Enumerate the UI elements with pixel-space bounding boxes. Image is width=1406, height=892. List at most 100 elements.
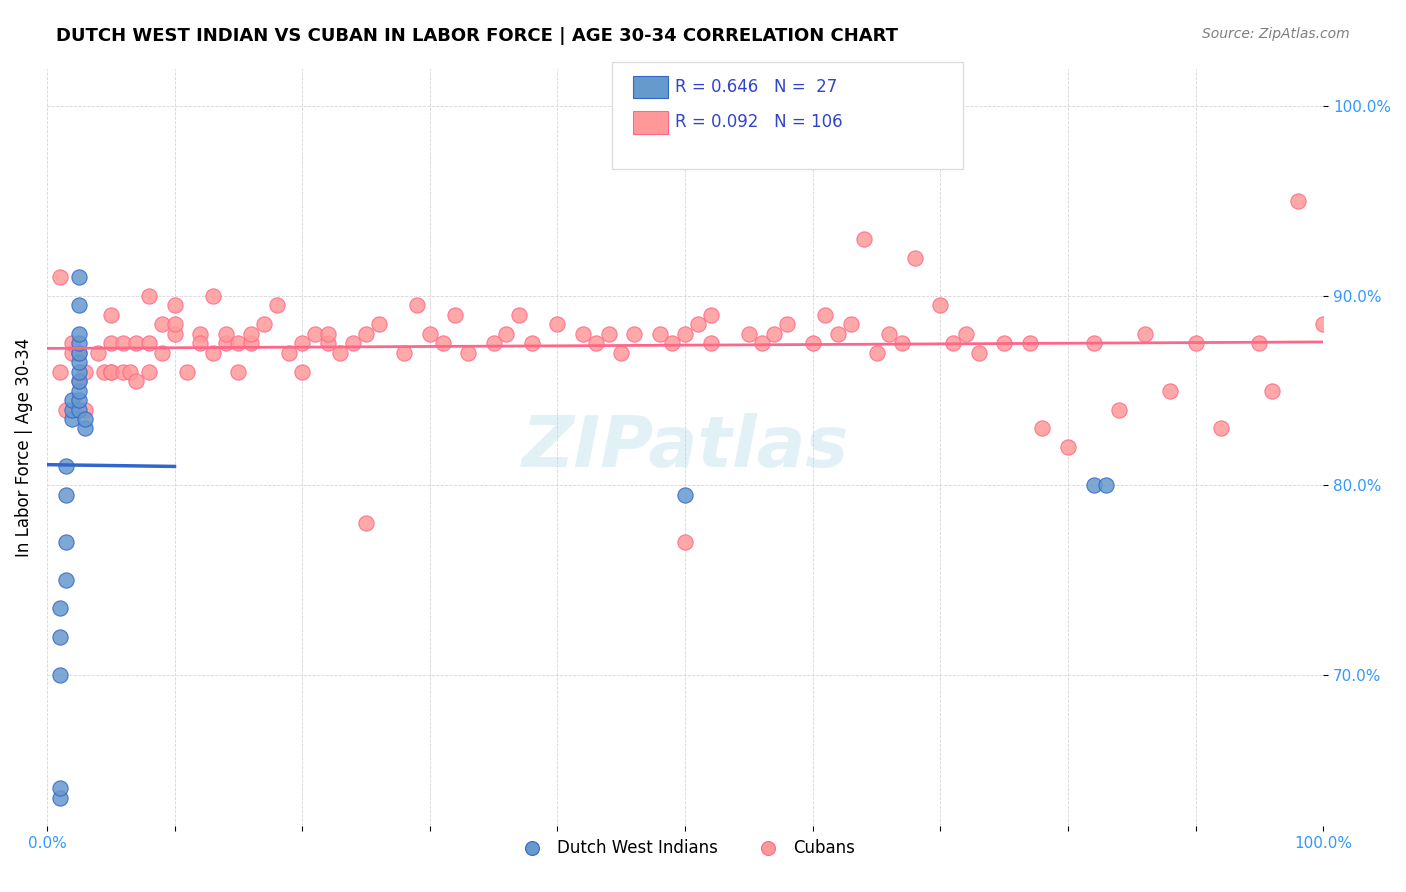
Point xyxy=(201,345,224,359)
Point xyxy=(62,402,84,417)
Point xyxy=(150,318,173,332)
Point xyxy=(316,336,339,351)
Point xyxy=(75,412,97,426)
Point xyxy=(55,402,77,417)
Point xyxy=(67,336,90,351)
Point xyxy=(67,365,90,379)
Text: R = 0.646   N =  27: R = 0.646 N = 27 xyxy=(675,78,837,95)
Point xyxy=(1312,318,1334,332)
Point xyxy=(508,308,530,322)
Point xyxy=(1031,421,1053,435)
Point xyxy=(751,336,773,351)
Point xyxy=(304,326,326,341)
Point xyxy=(138,336,160,351)
Point xyxy=(93,365,115,379)
Point xyxy=(865,345,887,359)
Point xyxy=(163,318,186,332)
Point xyxy=(62,412,84,426)
Point xyxy=(686,318,709,332)
Point xyxy=(354,326,377,341)
Point xyxy=(150,345,173,359)
Point xyxy=(394,345,416,359)
Point xyxy=(520,336,543,351)
Point xyxy=(67,345,90,359)
Text: DUTCH WEST INDIAN VS CUBAN IN LABOR FORCE | AGE 30-34 CORRELATION CHART: DUTCH WEST INDIAN VS CUBAN IN LABOR FORC… xyxy=(56,27,898,45)
Point xyxy=(1108,402,1130,417)
Point xyxy=(55,535,77,549)
Point xyxy=(1184,336,1206,351)
Point xyxy=(495,326,517,341)
Point xyxy=(48,269,70,284)
Point xyxy=(929,298,952,312)
Point xyxy=(904,251,927,265)
Point xyxy=(432,336,454,351)
Point xyxy=(67,392,90,407)
Point xyxy=(1159,384,1181,398)
Point xyxy=(87,345,110,359)
Point xyxy=(801,336,824,351)
Point xyxy=(1057,441,1080,455)
Point xyxy=(125,374,148,388)
Y-axis label: In Labor Force | Age 30-34: In Labor Force | Age 30-34 xyxy=(15,338,32,557)
Point xyxy=(673,326,696,341)
Point xyxy=(406,298,429,312)
Point xyxy=(138,365,160,379)
Point xyxy=(648,326,671,341)
Point xyxy=(100,365,122,379)
Point xyxy=(48,790,70,805)
Point xyxy=(214,336,236,351)
Point xyxy=(62,336,84,351)
Point xyxy=(188,326,211,341)
Point xyxy=(585,336,607,351)
Point xyxy=(1249,336,1271,351)
Point xyxy=(67,345,90,359)
Point xyxy=(1286,194,1309,208)
Point xyxy=(955,326,977,341)
Point xyxy=(55,573,77,587)
Point xyxy=(457,345,479,359)
Point xyxy=(67,374,90,388)
Point xyxy=(100,336,122,351)
Point xyxy=(48,667,70,681)
Point xyxy=(1083,478,1105,492)
Point xyxy=(67,402,90,417)
Point xyxy=(291,365,314,379)
Point xyxy=(419,326,441,341)
Point xyxy=(839,318,862,332)
Point xyxy=(482,336,505,351)
Point xyxy=(623,326,645,341)
Point xyxy=(163,326,186,341)
Text: R = 0.092   N = 106: R = 0.092 N = 106 xyxy=(675,113,842,131)
Point xyxy=(75,402,97,417)
Point xyxy=(879,326,901,341)
Point xyxy=(100,308,122,322)
Point xyxy=(1211,421,1233,435)
Point xyxy=(67,384,90,398)
Point xyxy=(67,326,90,341)
Point xyxy=(67,269,90,284)
Point xyxy=(329,345,352,359)
Point xyxy=(852,232,875,246)
Point xyxy=(1095,478,1118,492)
Point xyxy=(228,336,250,351)
Point xyxy=(62,345,84,359)
Point xyxy=(738,326,761,341)
Point xyxy=(661,336,683,351)
Point xyxy=(278,345,301,359)
Point xyxy=(67,355,90,369)
Point xyxy=(188,336,211,351)
Point xyxy=(598,326,620,341)
Point xyxy=(67,374,90,388)
Point xyxy=(48,630,70,644)
Point xyxy=(1083,336,1105,351)
Point xyxy=(240,326,263,341)
Point xyxy=(55,459,77,474)
Point xyxy=(814,308,837,322)
Point xyxy=(214,326,236,341)
Point xyxy=(266,298,288,312)
Point xyxy=(253,318,276,332)
Point xyxy=(163,298,186,312)
Point xyxy=(316,326,339,341)
Point xyxy=(1261,384,1284,398)
Point xyxy=(100,365,122,379)
